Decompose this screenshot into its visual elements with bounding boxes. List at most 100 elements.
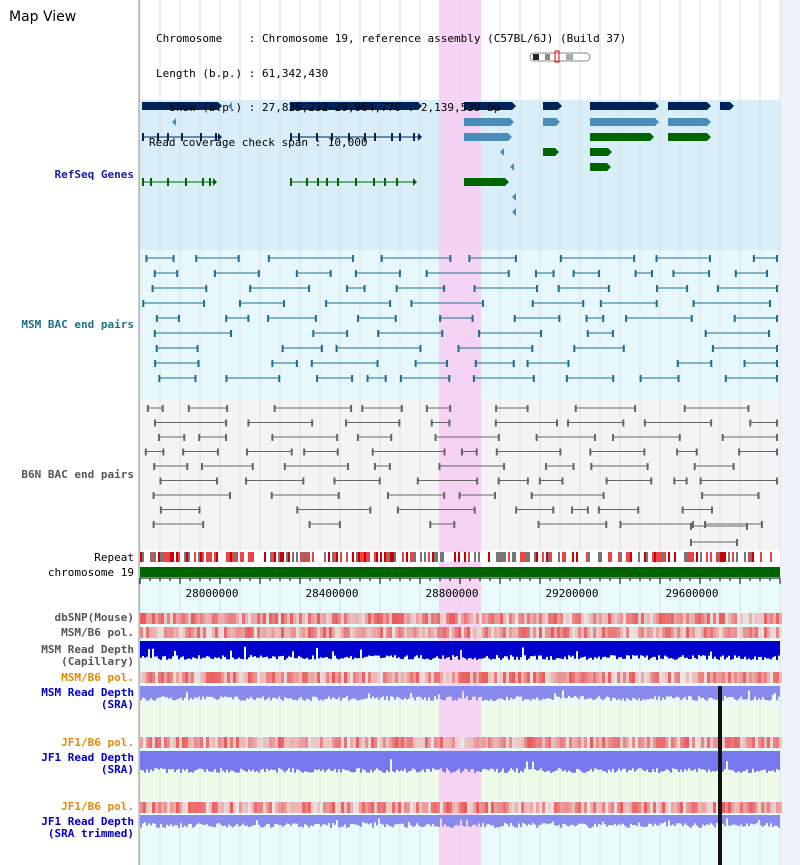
track-label-refseq[interactable]: RefSeq Genes <box>54 168 134 181</box>
msm-b6-pol-heat <box>248 627 251 638</box>
msm-depth-sra <box>454 686 456 700</box>
msm-b6-pol-heat <box>704 672 707 683</box>
repeat-block <box>640 552 642 562</box>
msm-depth-sra <box>578 686 580 700</box>
msm-depth-capillary <box>670 641 672 659</box>
msm-b6-pol-heat <box>734 672 737 683</box>
repeat-block <box>278 552 280 562</box>
refseq-gene-exon <box>142 178 144 186</box>
msm-depth-capillary <box>442 641 444 656</box>
msm-b6-pol-heat <box>299 627 302 638</box>
repeat-block <box>328 552 330 562</box>
repeat-block <box>514 552 516 562</box>
msm-depth-sra <box>186 686 188 693</box>
jf1-depth-sra <box>152 751 154 772</box>
dbsnp-heat <box>164 613 167 624</box>
repeat-block <box>766 552 768 562</box>
msm-b6-pol-heat <box>668 627 671 638</box>
jf1-depth-sra <box>272 751 274 770</box>
jf1-depth-sra <box>296 751 298 770</box>
dbsnp-heat <box>557 613 560 624</box>
jf1-depth-trim <box>708 815 710 825</box>
msm-bac-pair-end <box>308 285 311 292</box>
msm-depth-capillary <box>760 641 762 657</box>
jf1-depth-trim <box>606 815 608 827</box>
refseq-gene-arrow <box>655 118 659 126</box>
refseq-gene-arrow <box>228 102 232 110</box>
jf1-depth-sra <box>560 751 562 769</box>
msm-depth-capillary <box>278 641 280 657</box>
jf1-b6-pol-heat <box>623 802 626 813</box>
jf1-depth-trim <box>540 815 542 825</box>
msm-depth-sra <box>436 686 438 700</box>
dbsnp-heat <box>506 613 509 624</box>
jf1-b6-pol-heat <box>347 802 350 813</box>
jf1-b6-pol-heat <box>737 737 740 748</box>
jf1-depth-trim <box>716 815 718 824</box>
msm-b6-pol-heat <box>590 627 593 638</box>
repeat-block <box>146 552 148 562</box>
jf1-depth-sra <box>406 751 408 773</box>
dbsnp-heat <box>737 613 740 624</box>
jf1-b6-pol-heat <box>386 802 389 813</box>
depth-gap-marker <box>718 686 722 865</box>
refseq-gene-exon <box>142 102 218 110</box>
msm-b6-pol-heat <box>770 627 773 638</box>
jf1-b6-pol-heat <box>458 737 461 748</box>
msm-bac-pair-end <box>607 285 610 292</box>
msm-depth-sra <box>442 686 444 701</box>
msm-depth-sra <box>402 686 404 700</box>
track-label-msm-b6-pol-1[interactable]: MSM/B6 pol. <box>61 626 134 639</box>
b6n-bac-pair-end <box>567 419 570 427</box>
jf1-depth-trim <box>504 815 506 823</box>
msm-bac-pair-end <box>351 375 354 382</box>
jf1-b6-pol-heat <box>365 802 368 813</box>
jf1-b6-pol-heat <box>440 737 443 748</box>
jf1-b6-pol-heat <box>155 802 158 813</box>
repeat-block <box>480 552 482 562</box>
dbsnp-heat <box>614 613 617 624</box>
track-label-dbsnp[interactable]: dbSNP(Mouse) <box>54 611 134 624</box>
msm-depth-sra <box>650 686 652 699</box>
msm-b6-pol-heat <box>191 627 194 638</box>
jf1-b6-pol-heat <box>767 737 770 748</box>
jf1-b6-pol-heat <box>605 802 608 813</box>
jf1-b6-pol-heat <box>389 737 392 748</box>
jf1-b6-pol-heat <box>185 737 188 748</box>
jf1-depth-sra <box>256 751 258 771</box>
jf1-depth-trim <box>736 815 738 826</box>
jf1-depth-sra <box>704 751 706 770</box>
msm-b6-pol-heat <box>542 672 545 683</box>
msm-bac-pair-end <box>329 270 332 277</box>
dbsnp-heat <box>284 613 287 624</box>
dbsnp-heat <box>476 613 479 624</box>
msm-depth-capillary <box>682 641 684 656</box>
msm-depth-capillary <box>312 641 314 656</box>
track-label-msm-depth-capillary[interactable]: MSM Read Depth <box>41 643 134 656</box>
msm-depth-sra <box>552 686 554 700</box>
msm-depth-sra <box>326 686 328 699</box>
track-label-msm-depth-sra[interactable]: MSM Read Depth <box>41 686 134 699</box>
jf1-depth-trim <box>676 815 678 824</box>
track-label-jf1-b6-pol-2[interactable]: JF1/B6 pol. <box>61 800 134 813</box>
track-label-msm-bac[interactable]: MSM BAC end pairs <box>21 318 134 331</box>
track-label-b6n-bac[interactable]: B6N BAC end pairs <box>21 468 134 481</box>
repeat-block <box>778 552 780 562</box>
b6n-bac-pair-end <box>271 434 274 441</box>
track-label-jf1-depth-trim[interactable]: JF1 Read Depth <box>41 815 134 828</box>
b6n-bac-pair-end <box>619 521 622 528</box>
repeat-block <box>584 552 586 562</box>
track-label-msm-b6-pol-2[interactable]: MSM/B6 pol. <box>61 671 134 684</box>
dbsnp-heat <box>269 613 272 624</box>
track-label-jf1-depth-sra[interactable]: JF1 Read Depth <box>41 751 134 764</box>
msm-depth-sra <box>384 686 386 700</box>
jf1-b6-pol-heat <box>680 802 683 813</box>
coverage-line: Read coverage check span : 10,000 <box>149 135 368 149</box>
refseq-gene-arrow <box>650 133 654 141</box>
jf1-b6-pol-heat <box>227 737 230 748</box>
jf1-depth-trim <box>432 815 434 825</box>
jf1-b6-pol-heat <box>179 802 182 813</box>
jf1-b6-pol-heat <box>287 802 290 813</box>
track-label-jf1-b6-pol-1[interactable]: JF1/B6 pol. <box>61 736 134 749</box>
